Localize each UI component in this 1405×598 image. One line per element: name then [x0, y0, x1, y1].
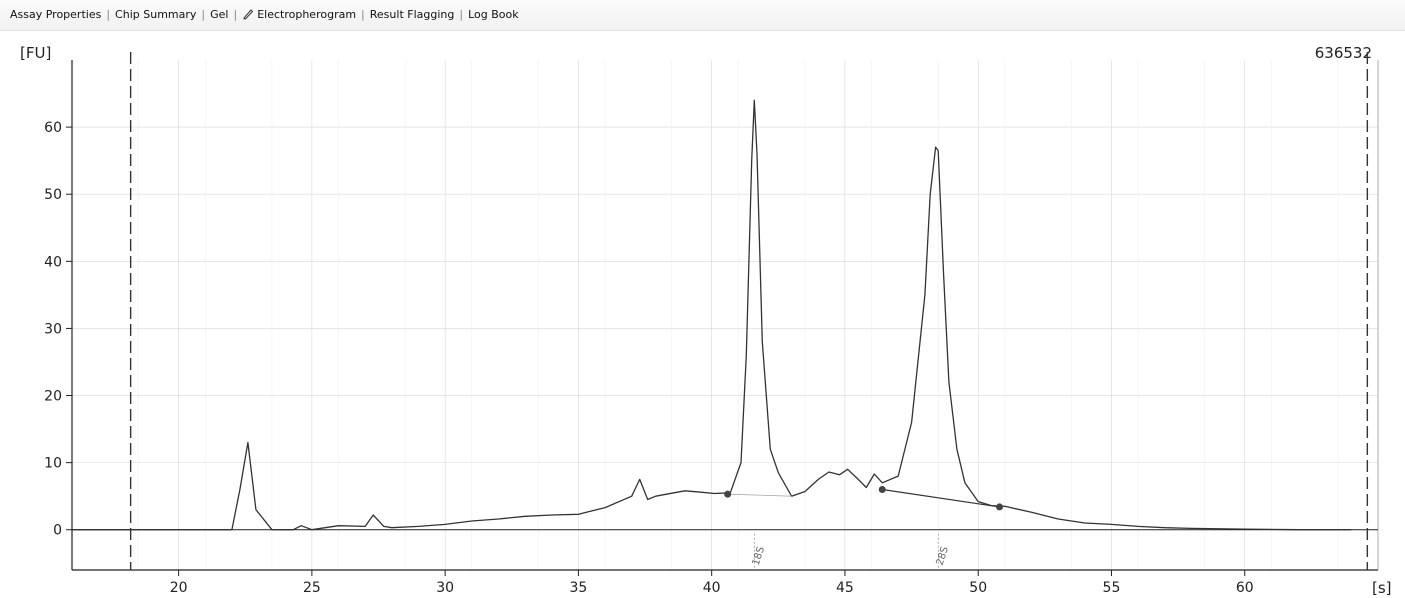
y-axis-label: [FU]	[20, 44, 51, 62]
x-tick-label: 50	[969, 580, 987, 596]
x-tick-label: 30	[436, 580, 454, 596]
tab-result-flagging[interactable]: Result Flagging	[366, 8, 459, 21]
tab-separator: |	[459, 8, 464, 21]
y-tick-label: 30	[44, 321, 62, 337]
tab-label: Assay Properties	[10, 8, 102, 21]
tab-separator: |	[361, 8, 365, 21]
x-tick-label: 45	[836, 580, 854, 596]
tab-label: Result Flagging	[369, 8, 455, 21]
pencil-icon	[243, 9, 254, 20]
integration-point	[878, 485, 886, 493]
y-tick-label: 50	[44, 187, 62, 203]
x-tick-label: 40	[703, 580, 721, 596]
tab-log-book[interactable]: Log Book	[464, 8, 523, 21]
integration-baseline-faint	[727, 493, 792, 497]
y-tick-label: 10	[44, 456, 62, 472]
x-tick-label: 25	[303, 580, 321, 596]
tab-bar: Assay Properties | Chip Summary | Gel | Electr…	[0, 0, 1405, 31]
y-tick-label: 40	[44, 254, 62, 270]
peak-label: 18S	[751, 545, 767, 567]
y-tick-label: 20	[44, 389, 62, 405]
tab-assay-properties[interactable]: Assay Properties	[6, 8, 105, 21]
y-tick-label: 60	[44, 120, 62, 136]
tab-separator: |	[201, 8, 206, 21]
sample-id-label: 636532	[1315, 44, 1372, 62]
tab-separator: |	[106, 8, 111, 21]
electropherogram-chart: 20 25 30 35 40 45 50 55 60 0 10 20 30 40 50 60 [FU] [s] 63…	[20, 44, 1392, 597]
x-tick-label: 35	[569, 580, 587, 596]
tab-separator: |	[233, 8, 238, 21]
electropherogram-trace	[72, 99, 1352, 531]
integration-point	[724, 490, 732, 498]
tab-label: Gel	[210, 8, 229, 21]
tab-label: Electropherogram	[257, 8, 357, 21]
tab-strip: Assay Properties | Chip Summary | Gel | Electr…	[6, 8, 523, 21]
x-axis-label: [s]	[1372, 579, 1392, 597]
x-tick-label: 20	[170, 580, 188, 596]
integration-point	[996, 503, 1004, 511]
tab-chip-summary[interactable]: Chip Summary	[111, 8, 200, 21]
tab-electropherogram[interactable]: Electropherogram	[238, 8, 360, 21]
integration-baseline	[882, 488, 1000, 508]
x-tick-label: 55	[1103, 580, 1121, 596]
peak-label: 28S	[935, 545, 951, 567]
tab-gel[interactable]: Gel	[206, 8, 232, 21]
y-tick-label: 0	[53, 523, 62, 539]
tab-label: Chip Summary	[115, 8, 197, 21]
x-tick-label: 60	[1236, 580, 1254, 596]
tab-label: Log Book	[468, 8, 519, 21]
